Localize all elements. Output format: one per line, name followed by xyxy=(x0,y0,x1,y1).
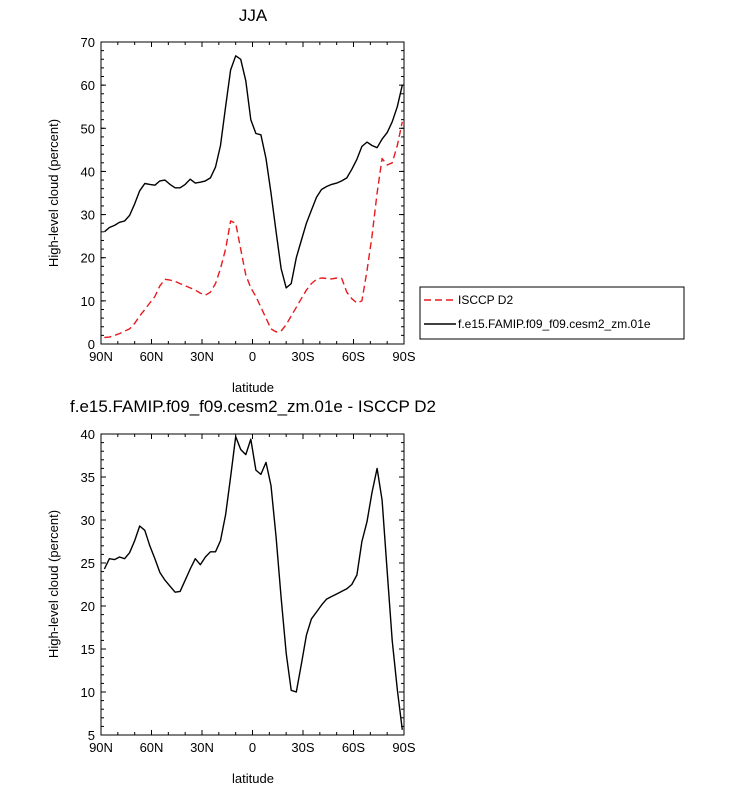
bottom-y-tick-label: 40 xyxy=(81,427,95,442)
bottom-ticks: 90N 60N 30N 0 30S 60S 90S 5 10 15 20 25 30 35 40 xyxy=(81,427,416,755)
top-x-tick-label: 90N xyxy=(89,349,113,364)
top-y-tick-label: 70 xyxy=(81,35,95,50)
top-y-tick-label: 0 xyxy=(88,337,95,352)
top-chart-title: JJA xyxy=(239,6,268,25)
top-y-tick-label: 50 xyxy=(81,121,95,136)
top-series-line-0 xyxy=(104,121,403,339)
legend: ISCCP D2 f.e15.FAMIP.f09_f09.cesm2_zm.01… xyxy=(419,286,685,340)
top-x-tick-label: 90S xyxy=(392,349,415,364)
bottom-series-line-0 xyxy=(103,435,403,730)
top-panel: JJA High-level cloud (percent) latitude … xyxy=(46,6,685,395)
top-y-tick-label: 20 xyxy=(81,251,95,266)
top-y-tick-label: 30 xyxy=(81,208,95,223)
top-x-axis-label: latitude xyxy=(232,380,274,395)
bottom-x-tick-label: 90S xyxy=(392,740,415,755)
top-y-axis-label: High-level cloud (percent) xyxy=(46,119,61,267)
bottom-y-axis-label: High-level cloud (percent) xyxy=(46,510,61,658)
bottom-y-tick-label: 35 xyxy=(81,470,95,485)
top-ticks: 90N 60N 30N 0 30S 60S 90S 0 10 20 30 40 50 60 70 xyxy=(81,35,416,364)
bottom-y-tick-label: 30 xyxy=(81,513,95,528)
bottom-x-tick-label: 30N xyxy=(190,740,214,755)
top-plot-frame xyxy=(100,41,405,345)
bottom-plot-frame xyxy=(100,433,405,736)
top-y-tick-label: 10 xyxy=(81,294,95,309)
top-y-axis-label-group: High-level cloud (percent) xyxy=(46,119,61,267)
top-y-tick-label: 40 xyxy=(81,164,95,179)
bottom-series-lines xyxy=(103,435,403,730)
legend-label-model: f.e15.FAMIP.f09_f09.cesm2_zm.01e xyxy=(458,317,651,331)
bottom-x-tick-label: 60N xyxy=(140,740,164,755)
top-x-tick-label: 60N xyxy=(140,349,164,364)
top-x-tick-label: 60S xyxy=(342,349,365,364)
bottom-y-tick-label: 10 xyxy=(81,685,95,700)
top-series-lines xyxy=(103,55,403,339)
bottom-y-tick-label: 5 xyxy=(88,728,95,743)
bottom-y-tick-label: 15 xyxy=(81,642,95,657)
bottom-x-tick-label: 0 xyxy=(249,740,256,755)
bottom-panel: f.e15.FAMIP.f09_f09.cesm2_zm.01e - ISCCP… xyxy=(46,397,436,786)
bottom-x-tick-label: 30S xyxy=(291,740,314,755)
top-series-line-1 xyxy=(103,55,403,289)
top-x-tick-label: 30S xyxy=(291,349,314,364)
bottom-x-tick-label: 90N xyxy=(89,740,113,755)
top-x-tick-label: 0 xyxy=(249,349,256,364)
bottom-y-tick-label: 20 xyxy=(81,599,95,614)
top-y-tick-label: 60 xyxy=(81,78,95,93)
bottom-x-axis-label: latitude xyxy=(232,771,274,786)
bottom-y-tick-label: 25 xyxy=(81,556,95,571)
legend-label-isccp: ISCCP D2 xyxy=(458,293,513,307)
top-x-tick-label: 30N xyxy=(190,349,214,364)
bottom-x-tick-label: 60S xyxy=(342,740,365,755)
bottom-chart-title: f.e15.FAMIP.f09_f09.cesm2_zm.01e - ISCCP… xyxy=(70,397,436,416)
legend-box xyxy=(419,286,685,340)
